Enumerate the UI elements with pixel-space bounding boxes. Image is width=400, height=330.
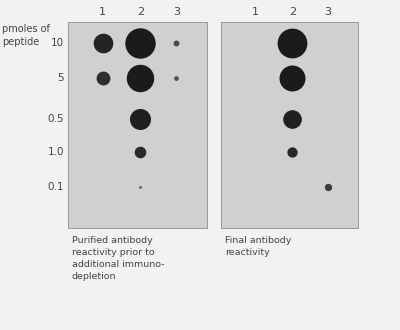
Text: 1: 1 [252, 7, 259, 17]
Text: pmoles of
peptide: pmoles of peptide [2, 24, 50, 47]
Text: Final antibody
reactivity: Final antibody reactivity [225, 236, 291, 257]
Text: 5: 5 [57, 73, 64, 82]
Text: 3: 3 [173, 7, 180, 17]
Point [289, 116, 296, 121]
Text: 2: 2 [289, 7, 296, 17]
Text: Purified antibody
reactivity prior to
additional immuno-
depletion: Purified antibody reactivity prior to ad… [72, 236, 164, 281]
Bar [221, 22, 358, 228]
Point [137, 40, 144, 45]
Text: 1: 1 [99, 7, 106, 17]
Point [137, 116, 144, 121]
Text: 0.1: 0.1 [48, 182, 64, 192]
Point [289, 149, 296, 154]
Text: 1.0: 1.0 [48, 147, 64, 157]
Point [173, 75, 180, 80]
Point [325, 184, 331, 189]
Point [289, 75, 296, 80]
Point [289, 40, 296, 45]
Point [137, 184, 144, 189]
Text: 2: 2 [137, 7, 144, 17]
Text: 0.5: 0.5 [48, 114, 64, 124]
Point [137, 149, 144, 154]
Text: 10: 10 [51, 38, 64, 48]
Point [100, 40, 106, 45]
Point [100, 75, 106, 80]
Point [137, 75, 144, 80]
Text: 3: 3 [324, 7, 331, 17]
Point [173, 40, 180, 45]
Bar [68, 22, 207, 228]
